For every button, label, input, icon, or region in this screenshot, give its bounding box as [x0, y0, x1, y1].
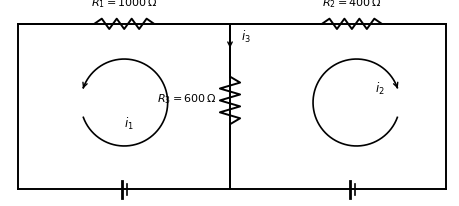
- Text: $i_1$: $i_1$: [123, 116, 134, 132]
- Text: $E_2 = 9v$: $E_2 = 9v$: [330, 204, 372, 206]
- Text: $i_2$: $i_2$: [374, 81, 384, 97]
- Text: $E_1 = 12\,v$: $E_1 = 12\,v$: [99, 204, 149, 206]
- Text: $R_1 = 1000\,\Omega$: $R_1 = 1000\,\Omega$: [90, 0, 157, 10]
- Text: $R_2 = 400\,\Omega$: $R_2 = 400\,\Omega$: [321, 0, 381, 10]
- Text: $i_3$: $i_3$: [241, 29, 251, 45]
- Text: $R_3 = 600\,\Omega$: $R_3 = 600\,\Omega$: [156, 92, 216, 106]
